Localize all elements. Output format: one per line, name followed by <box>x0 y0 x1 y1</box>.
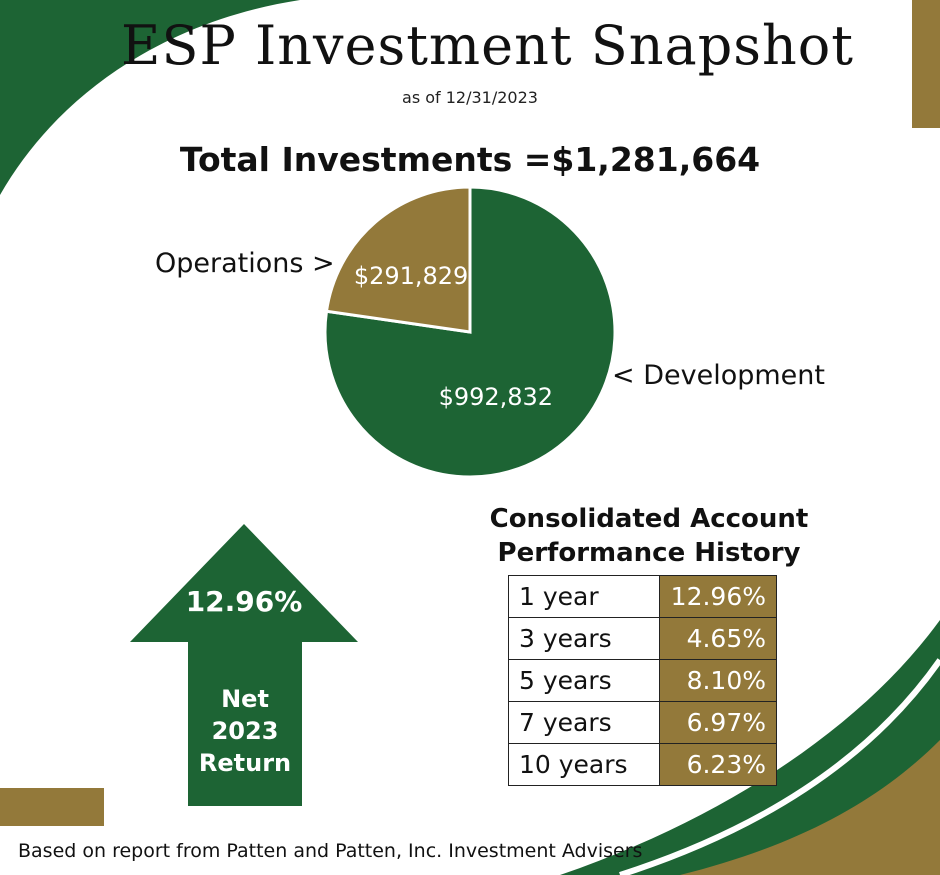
up-arrow-icon <box>130 524 358 806</box>
return-cell: 6.97% <box>659 701 777 744</box>
pie-value-label-operations: $291,829 <box>354 262 469 290</box>
period-cell: 5 years <box>508 659 660 702</box>
return-cell: 12.96% <box>659 575 777 618</box>
net-return-caption-line: Net <box>221 685 269 713</box>
net-return-caption-line: 2023 <box>211 717 279 745</box>
total-investments: Total Investments =$1,281,664 <box>179 140 761 179</box>
pie-slice-operations <box>324 185 472 334</box>
net-return-caption: Net 2023 Return <box>190 683 300 779</box>
bottom-right-green-swoosh <box>560 620 940 875</box>
operations-label: Operations > <box>155 248 335 279</box>
return-cell: 6.23% <box>659 743 777 786</box>
return-cell: 8.10% <box>659 659 777 702</box>
table-row: 10 years 6.23% <box>508 743 777 786</box>
net-return-value: 12.96% <box>185 585 303 618</box>
gold-bar-top <box>912 0 940 128</box>
table-row: 5 years 8.10% <box>508 659 777 702</box>
table-row: 1 year 12.96% <box>508 575 777 618</box>
net-return-caption-line: Return <box>198 749 292 777</box>
table-row: 7 years 6.97% <box>508 701 777 744</box>
return-cell: 4.65% <box>659 617 777 660</box>
top-left-green-swoosh <box>0 0 300 195</box>
page-title: ESP Investment Snapshot <box>121 14 854 77</box>
footer-source: Based on report from Patten and Patten, … <box>18 840 643 862</box>
performance-title: Consolidated Account Performance History <box>470 502 828 570</box>
page-subtitle: as of 12/31/2023 <box>402 88 538 107</box>
period-cell: 10 years <box>508 743 660 786</box>
investment-pie-chart: $992,832 $291,829 <box>323 185 617 479</box>
performance-title-line: Consolidated Account <box>489 504 809 534</box>
pie-value-label-development: $992,832 <box>439 383 554 411</box>
development-label: < Development <box>612 360 825 391</box>
performance-table: 1 year 12.96% 3 years 4.65% 5 years 8.10… <box>508 575 777 786</box>
bottom-right-gold-swoosh <box>680 740 940 875</box>
period-cell: 7 years <box>508 701 660 744</box>
performance-title-line: Performance History <box>497 538 801 568</box>
gold-bar-bottom <box>0 788 104 826</box>
table-row: 3 years 4.65% <box>508 617 777 660</box>
period-cell: 1 year <box>508 575 660 618</box>
period-cell: 3 years <box>508 617 660 660</box>
bottom-right-white-line <box>619 658 940 875</box>
